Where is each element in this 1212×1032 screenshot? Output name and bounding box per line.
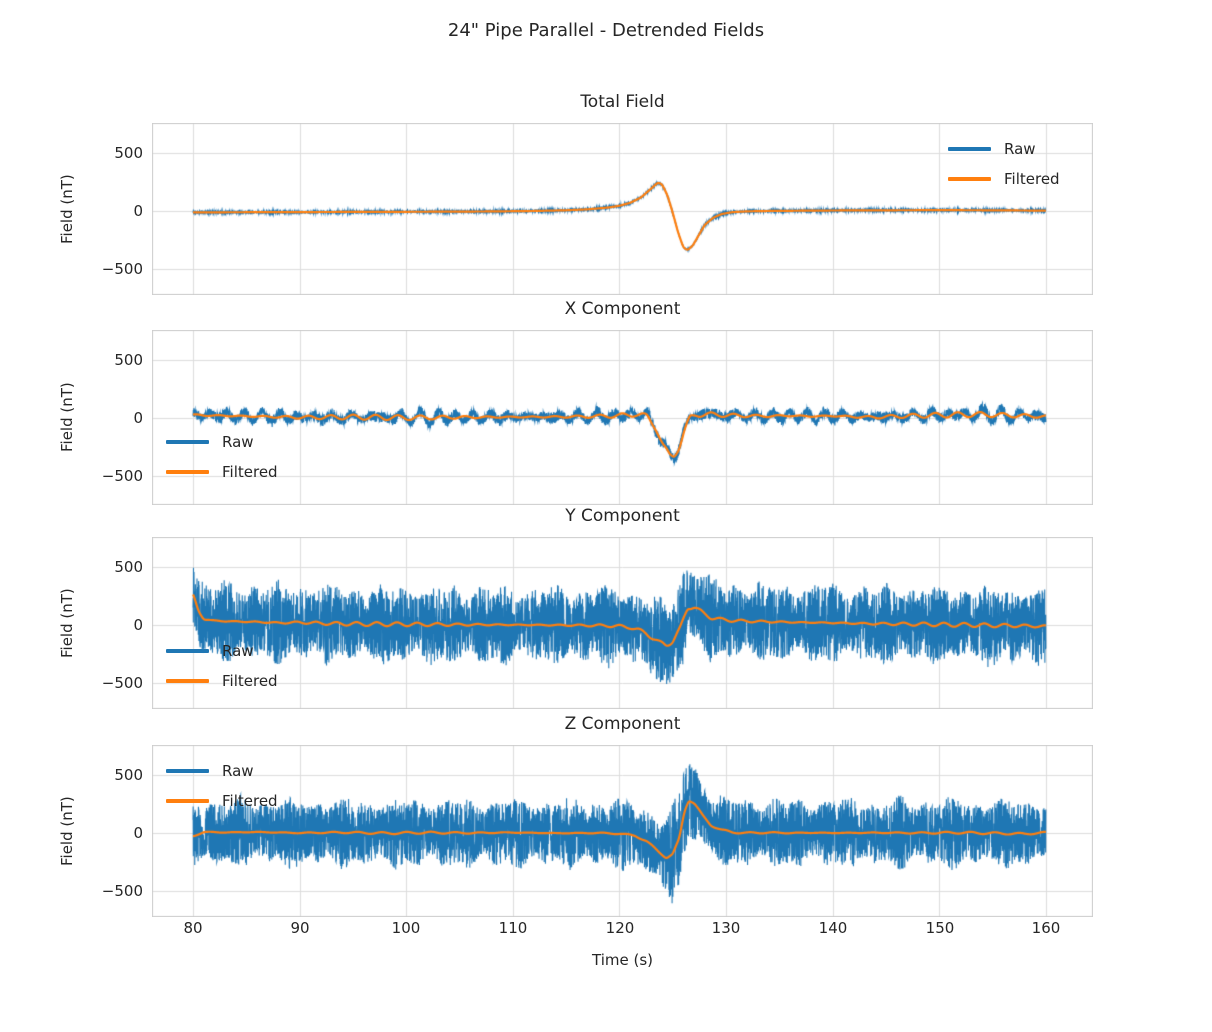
legend-entry-filtered: Filtered: [166, 666, 278, 696]
plot-canvas-x-component: [152, 330, 1093, 505]
y-axis-label-x-component: Field (nT): [58, 382, 76, 453]
y-tick-label-500: 500: [114, 766, 143, 784]
y-tick-label-neg500: −500: [101, 674, 143, 692]
legend-entry-filtered: Filtered: [166, 457, 278, 487]
y-tick-label-neg500: −500: [101, 260, 143, 278]
legend-entry-raw: Raw: [166, 636, 278, 666]
filtered-legend-line: [166, 799, 209, 803]
legend-total-field: Raw Filtered: [948, 134, 1060, 194]
legend-x-component: Raw Filtered: [166, 427, 278, 487]
x-tick-label-120: 120: [605, 919, 635, 937]
legend-entry-raw: Raw: [166, 756, 278, 786]
filtered-legend-line: [166, 470, 209, 474]
raw-legend-label: Raw: [222, 642, 254, 660]
legend-z-component: Raw Filtered: [166, 756, 278, 816]
x-tick-label-130: 130: [711, 919, 741, 937]
x-tick-label-90: 90: [290, 919, 310, 937]
filtered-legend-line: [948, 177, 991, 181]
filtered-legend-line: [166, 679, 209, 683]
raw-legend-line: [166, 649, 209, 653]
figure-title: 24" Pipe Parallel - Detrended Fields: [447, 20, 765, 41]
y-tick-label-0: 0: [133, 409, 143, 427]
x-axis-label: Time (s): [592, 951, 653, 969]
subplot-title-z-component: Z Component: [564, 714, 681, 734]
x-tick-label-100: 100: [391, 919, 421, 937]
plot-canvas-z-component: [152, 745, 1093, 917]
raw-legend-line: [166, 769, 209, 773]
raw-legend-line: [166, 440, 209, 444]
raw-legend-label: Raw: [222, 433, 254, 451]
x-tick-label-110: 110: [498, 919, 528, 937]
filtered-legend-label: Filtered: [222, 792, 278, 810]
y-axis-label-y-component: Field (nT): [58, 588, 76, 658]
legend-entry-filtered: Filtered: [166, 786, 278, 816]
y-tick-label-neg500: −500: [101, 467, 143, 485]
legend-entry-raw: Raw: [166, 427, 278, 457]
filtered-legend-label: Filtered: [222, 463, 278, 481]
y-tick-label-0: 0: [133, 616, 143, 634]
x-tick-label-150: 150: [925, 919, 955, 937]
raw-legend-label: Raw: [222, 762, 254, 780]
raw-legend-label: Raw: [1004, 140, 1036, 158]
x-tick-label-80: 80: [183, 919, 203, 937]
subplot-title-total-field: Total Field: [580, 92, 665, 112]
x-tick-label-140: 140: [818, 919, 848, 937]
y-tick-label-500: 500: [114, 558, 143, 576]
subplot-title-y-component: Y Component: [565, 506, 680, 526]
y-tick-label-0: 0: [133, 202, 143, 220]
filtered-legend-label: Filtered: [1004, 170, 1060, 188]
legend-entry-raw: Raw: [948, 134, 1060, 164]
y-axis-label-total-field: Field (nT): [58, 174, 76, 244]
filtered-legend-label: Filtered: [222, 672, 278, 690]
subplot-title-x-component: X Component: [564, 299, 681, 319]
y-axis-label-z-component: Field (nT): [58, 796, 76, 866]
y-tick-label-0: 0: [133, 824, 143, 842]
legend-y-component: Raw Filtered: [166, 636, 278, 696]
y-tick-label-500: 500: [114, 144, 143, 162]
y-tick-label-500: 500: [114, 351, 143, 369]
y-tick-label-neg500: −500: [101, 882, 143, 900]
raw-legend-line: [948, 147, 991, 151]
legend-entry-filtered: Filtered: [948, 164, 1060, 194]
plot-canvas-total-field: [152, 123, 1093, 295]
x-tick-label-160: 160: [1031, 919, 1061, 937]
plot-canvas-y-component: [152, 537, 1093, 709]
